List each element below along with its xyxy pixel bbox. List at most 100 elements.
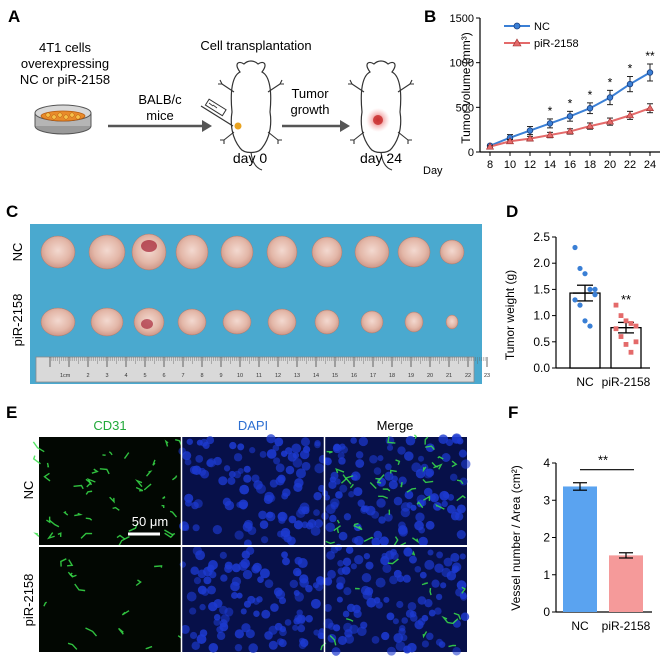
panel-d-ylabel: Tumor weight (g) xyxy=(503,270,517,360)
nucleus-dot xyxy=(375,577,386,588)
nucleus-dot xyxy=(389,575,398,585)
nucleus-dot xyxy=(388,480,398,490)
tumor-nc xyxy=(397,236,431,268)
vessel-stain xyxy=(135,486,144,492)
nucleus-dot xyxy=(456,504,466,514)
panel-d-xtick-label: piR-2158 xyxy=(602,375,651,389)
panel-d-point xyxy=(582,271,588,277)
vessel-stain xyxy=(135,579,142,587)
vessel-stain xyxy=(435,503,445,510)
vessel-stain xyxy=(118,535,130,547)
panel-c-row1-label: NC xyxy=(10,243,25,262)
panel-d-letter: D xyxy=(506,202,518,221)
nucleus-dot xyxy=(213,456,222,466)
ruler-tick-label: 9 xyxy=(219,373,222,379)
nucleus-dot xyxy=(195,455,204,463)
vessel-stain xyxy=(57,532,62,537)
vessel-stain xyxy=(63,510,69,516)
vessel-stain xyxy=(109,496,115,504)
panel-b-significance: * xyxy=(628,62,633,76)
nucleus-dot xyxy=(218,476,228,486)
vessel-stain xyxy=(354,587,360,590)
nucleus-dot xyxy=(343,513,352,521)
nucleus-dot xyxy=(385,463,392,471)
panel-d-point xyxy=(633,323,639,329)
panel-b-xtick-label: 24 xyxy=(644,159,656,171)
nucleus-dot xyxy=(295,468,306,479)
vessel-stain xyxy=(326,450,333,454)
nucleus-dot xyxy=(373,530,383,540)
panel-b-xtick-label: 8 xyxy=(487,159,493,171)
nucleus-dot xyxy=(261,609,271,619)
nucleus-dot xyxy=(348,491,355,498)
panel-b-point xyxy=(585,121,595,129)
nucleus-dot xyxy=(278,639,287,648)
nucleus-dot xyxy=(200,438,208,447)
panel-d-significance: ** xyxy=(621,292,631,307)
vessel-stain xyxy=(429,587,432,596)
nucleus-dot xyxy=(424,599,433,608)
vessel-stain xyxy=(43,601,48,607)
tumor-pir xyxy=(177,308,207,336)
nucleus-dot xyxy=(314,441,321,449)
nucleus-dot xyxy=(344,634,355,644)
vessel-stain xyxy=(378,495,389,499)
nucleus-dot xyxy=(182,451,192,461)
nucleus-dot xyxy=(301,461,311,471)
panel-b-ylabel: Tumor volume (mm³) xyxy=(459,32,473,144)
panel-e-col3-label: Merge xyxy=(377,418,414,433)
nucleus-dot xyxy=(353,487,363,497)
nucleus-dot xyxy=(335,491,343,499)
nucleus-dot xyxy=(229,441,237,450)
panel-b-xtick-label: 16 xyxy=(564,159,576,171)
panel-d-ytick-label: 1.5 xyxy=(533,282,550,296)
nucleus-dot xyxy=(208,643,219,653)
panel-b-point xyxy=(546,120,554,127)
vessel-stain xyxy=(336,519,340,524)
ruler-tick-label: 23 xyxy=(484,373,490,379)
nucleus-dot xyxy=(339,484,348,493)
nucleus-dot xyxy=(342,610,350,618)
nucleus-dot xyxy=(283,534,292,543)
nucleus-dot xyxy=(381,552,388,560)
nucleus-dot xyxy=(264,579,274,588)
nucleus-dot xyxy=(400,507,411,518)
panel-d-ytick-label: 1.0 xyxy=(533,309,550,323)
vessel-stain xyxy=(33,532,40,537)
nucleus-dot xyxy=(251,474,260,483)
nucleus-dot xyxy=(231,591,238,599)
nucleus-dot xyxy=(337,452,345,459)
nucleus-dot xyxy=(423,487,433,497)
nucleus-dot xyxy=(234,530,244,540)
nucleus-dot xyxy=(340,445,349,454)
nucleus-dot xyxy=(253,610,260,617)
nucleus-dot xyxy=(291,443,302,454)
nucleus-dot xyxy=(280,450,288,457)
nucleus-dot xyxy=(296,609,303,616)
ruler-tick-label: 17 xyxy=(370,373,376,379)
nucleus-dot xyxy=(428,609,436,617)
nucleus-dot xyxy=(425,468,435,478)
vessel-stain xyxy=(162,496,166,500)
nucleus-dot xyxy=(406,501,413,509)
nucleus-dot xyxy=(275,463,285,473)
tumor-nc xyxy=(266,235,298,269)
tumor-pir xyxy=(360,310,384,334)
vessel-stain xyxy=(406,487,417,493)
vessel-stain xyxy=(143,483,152,491)
panel-b-point xyxy=(526,127,534,134)
nucleus-dot xyxy=(260,536,269,544)
nucleus-dot xyxy=(431,579,440,588)
panel-b-point xyxy=(565,127,575,135)
nucleus-dot xyxy=(256,596,263,603)
panel-a: A 4T1 cells overexpressing NC or piR-215… xyxy=(8,7,414,171)
microscopy-grid xyxy=(32,433,471,656)
nucleus-dot xyxy=(435,593,443,601)
panel-d-point xyxy=(572,297,578,303)
panel-b-xtick-label: 20 xyxy=(604,159,616,171)
vessel-stain xyxy=(112,506,120,511)
nucleus-dot xyxy=(236,592,243,599)
nucleus-dot xyxy=(273,587,283,597)
tumor-nc xyxy=(354,235,390,269)
panel-d-point xyxy=(613,302,619,308)
